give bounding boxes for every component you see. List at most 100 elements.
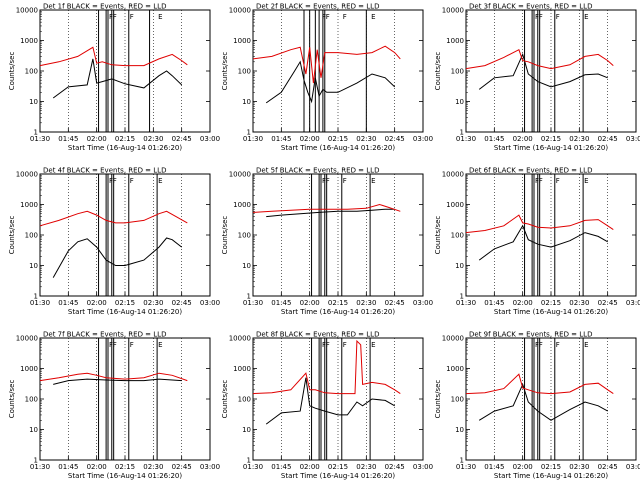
y-axis-label: Counts/sec [8, 52, 16, 91]
y-axis-label: Counts/sec [8, 216, 16, 255]
x-tick-label: 02:30 [143, 299, 163, 307]
y-tick-label: 10 [29, 98, 38, 106]
y-tick-label: 1 [460, 457, 464, 465]
flag-mark: F [130, 341, 134, 349]
y-tick-label: 10000 [16, 7, 38, 15]
x-tick-label: 02:15 [115, 463, 135, 471]
chart-title: Det 8f BLACK = Events, RED = LLD [256, 331, 379, 339]
y-axis-label: Counts/sec [8, 380, 16, 419]
x-tick-label: 02:45 [172, 135, 192, 143]
y-tick-label: 10 [242, 426, 251, 434]
chart-title: Det 6f BLACK = Events, RED = LLD [469, 167, 592, 175]
y-axis-label: Counts/sec [221, 216, 229, 255]
x-tick-label: 02:00 [513, 135, 533, 143]
x-tick-label: 02:00 [300, 463, 320, 471]
flag-mark: F [539, 13, 543, 21]
chart-title: Det 3f BLACK = Events, RED = LLD [469, 3, 592, 11]
series-line-lld [252, 203, 401, 213]
flag-mark: F [535, 341, 539, 349]
y-tick-label: 10000 [442, 7, 464, 15]
y-axis-label: Counts/sec [434, 380, 442, 419]
x-tick-label: 02:30 [356, 135, 376, 143]
x-tick-label: 02:00 [87, 463, 107, 471]
flag-mark: E [584, 341, 588, 349]
x-tick-label: 01:30 [243, 463, 263, 471]
chart-title: Det 7f BLACK = Events, RED = LLD [43, 331, 166, 339]
flag-mark: E [371, 341, 375, 349]
series-line-events [53, 378, 182, 385]
x-tick-label: 02:30 [143, 463, 163, 471]
y-tick-label: 100 [238, 396, 251, 404]
y-tick-label: 1000 [20, 37, 38, 45]
x-tick-label: 01:30 [30, 463, 50, 471]
y-tick-label: 10000 [16, 335, 38, 343]
x-tick-label: 02:30 [356, 463, 376, 471]
y-tick-label: 100 [238, 68, 251, 76]
x-tick-label: 03:00 [626, 463, 640, 471]
series-line-lld [465, 48, 614, 70]
flag-mark: F [326, 341, 330, 349]
chart-panel: Det 5f BLACK = Events, RED = LLD 1 10 100 10… [221, 167, 433, 317]
x-axis-label: Start Time (16-Aug-14 01:26:20) [281, 472, 395, 480]
x-tick-label: 03:00 [626, 299, 640, 307]
flag-mark: F [113, 13, 117, 21]
series-line-lld [39, 210, 188, 227]
x-tick-label: 02:15 [328, 463, 348, 471]
flag-mark: F [109, 177, 113, 185]
flag-mark: E [371, 177, 375, 185]
x-axis-label: Start Time (16-Aug-14 01:26:20) [494, 308, 608, 316]
flag-mark: F [326, 13, 330, 21]
y-tick-label: 100 [451, 68, 464, 76]
x-tick-label: 01:45 [271, 463, 291, 471]
flag-mark: F [556, 177, 560, 185]
flag-mark: F [343, 13, 347, 21]
x-tick-label: 03:00 [413, 135, 433, 143]
x-tick-label: 01:30 [243, 135, 263, 143]
chart-panel: Det 9f BLACK = Events, RED = LLD 1 10 100 10… [434, 331, 640, 480]
flag-mark: E [584, 177, 588, 185]
chart-panel: Det 7f BLACK = Events, RED = LLD 1 10 100 10… [8, 331, 220, 480]
y-tick-label: 10000 [229, 335, 251, 343]
x-tick-label: 02:15 [328, 299, 348, 307]
y-tick-label: 1 [34, 129, 38, 137]
series-line-events [478, 382, 608, 421]
x-axis-label: Start Time (16-Aug-14 01:26:20) [494, 472, 608, 480]
y-tick-label: 1 [460, 293, 464, 301]
y-tick-label: 1000 [233, 201, 251, 209]
y-tick-label: 10 [29, 262, 38, 270]
x-tick-label: 03:00 [413, 463, 433, 471]
y-tick-label: 100 [451, 232, 464, 240]
y-tick-label: 1000 [233, 37, 251, 45]
x-tick-label: 02:00 [300, 135, 320, 143]
y-tick-label: 1000 [233, 365, 251, 373]
chart-title: Det 1f BLACK = Events, RED = LLD [43, 3, 166, 11]
x-tick-label: 01:30 [243, 299, 263, 307]
x-tick-label: 02:45 [385, 299, 405, 307]
x-tick-label: 01:45 [484, 135, 504, 143]
y-tick-label: 1 [460, 129, 464, 137]
y-tick-label: 1 [34, 293, 38, 301]
y-tick-label: 1000 [446, 365, 464, 373]
flag-mark: F [539, 177, 543, 185]
series-line-lld [39, 372, 188, 382]
flag-mark: F [535, 177, 539, 185]
chart-title: Det 5f BLACK = Events, RED = LLD [256, 167, 379, 175]
y-tick-label: 100 [25, 68, 38, 76]
chart-panel: Det 1f BLACK = Events, RED = LLD 1 10 100 10… [8, 3, 220, 153]
y-tick-label: 10 [242, 98, 251, 106]
y-tick-label: 1 [34, 457, 38, 465]
x-axis-label: Start Time (16-Aug-14 01:26:20) [68, 472, 182, 480]
x-tick-label: 02:45 [172, 463, 192, 471]
x-tick-label: 01:30 [456, 299, 476, 307]
flag-mark: F [556, 341, 560, 349]
x-tick-label: 01:45 [271, 299, 291, 307]
x-tick-label: 02:00 [300, 299, 320, 307]
flag-mark: F [326, 177, 330, 185]
series-line-lld [252, 45, 401, 84]
chart-title: Det 9f BLACK = Events, RED = LLD [469, 331, 592, 339]
x-tick-label: 03:00 [200, 463, 220, 471]
y-tick-label: 1 [247, 293, 251, 301]
x-tick-label: 01:30 [456, 135, 476, 143]
x-tick-label: 02:30 [569, 135, 589, 143]
